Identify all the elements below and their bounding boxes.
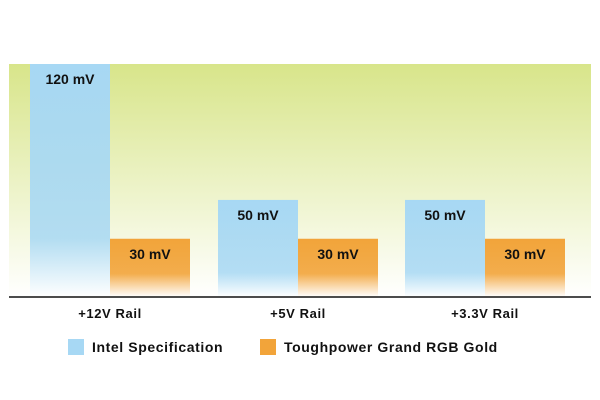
bar-s0-c0 <box>30 64 110 297</box>
x-tick-label-1: +5V Rail <box>270 306 326 321</box>
legend-label-1: Toughpower Grand RGB Gold <box>284 339 498 355</box>
legend: Intel Specification Toughpower Grand RGB … <box>68 339 498 355</box>
data-label-s0-c2: 50 mV <box>424 207 466 223</box>
bar-s1-c2 <box>485 238 565 297</box>
data-label-s1-c1: 30 mV <box>317 246 359 262</box>
x-tick-labels: +12V Rail +5V Rail +3.3V Rail <box>78 306 519 321</box>
legend-label-0: Intel Specification <box>92 339 223 355</box>
bar-s0-c1 <box>218 199 298 297</box>
data-label-s0-c1: 50 mV <box>237 207 279 223</box>
bar-s1-c0 <box>110 238 190 297</box>
bars-group: 120 mV 30 mV 50 mV 30 mV 50 mV 30 mV <box>30 64 565 297</box>
x-tick-label-2: +3.3V Rail <box>451 306 519 321</box>
bar-s0-c2 <box>405 199 485 297</box>
data-label-s1-c2: 30 mV <box>504 246 546 262</box>
data-label-s1-c0: 30 mV <box>129 246 171 262</box>
bar-s1-c1 <box>298 238 378 297</box>
data-label-s0-c0: 120 mV <box>45 71 95 87</box>
x-tick-label-0: +12V Rail <box>78 306 142 321</box>
legend-swatch-1 <box>260 339 276 355</box>
legend-swatch-0 <box>68 339 84 355</box>
